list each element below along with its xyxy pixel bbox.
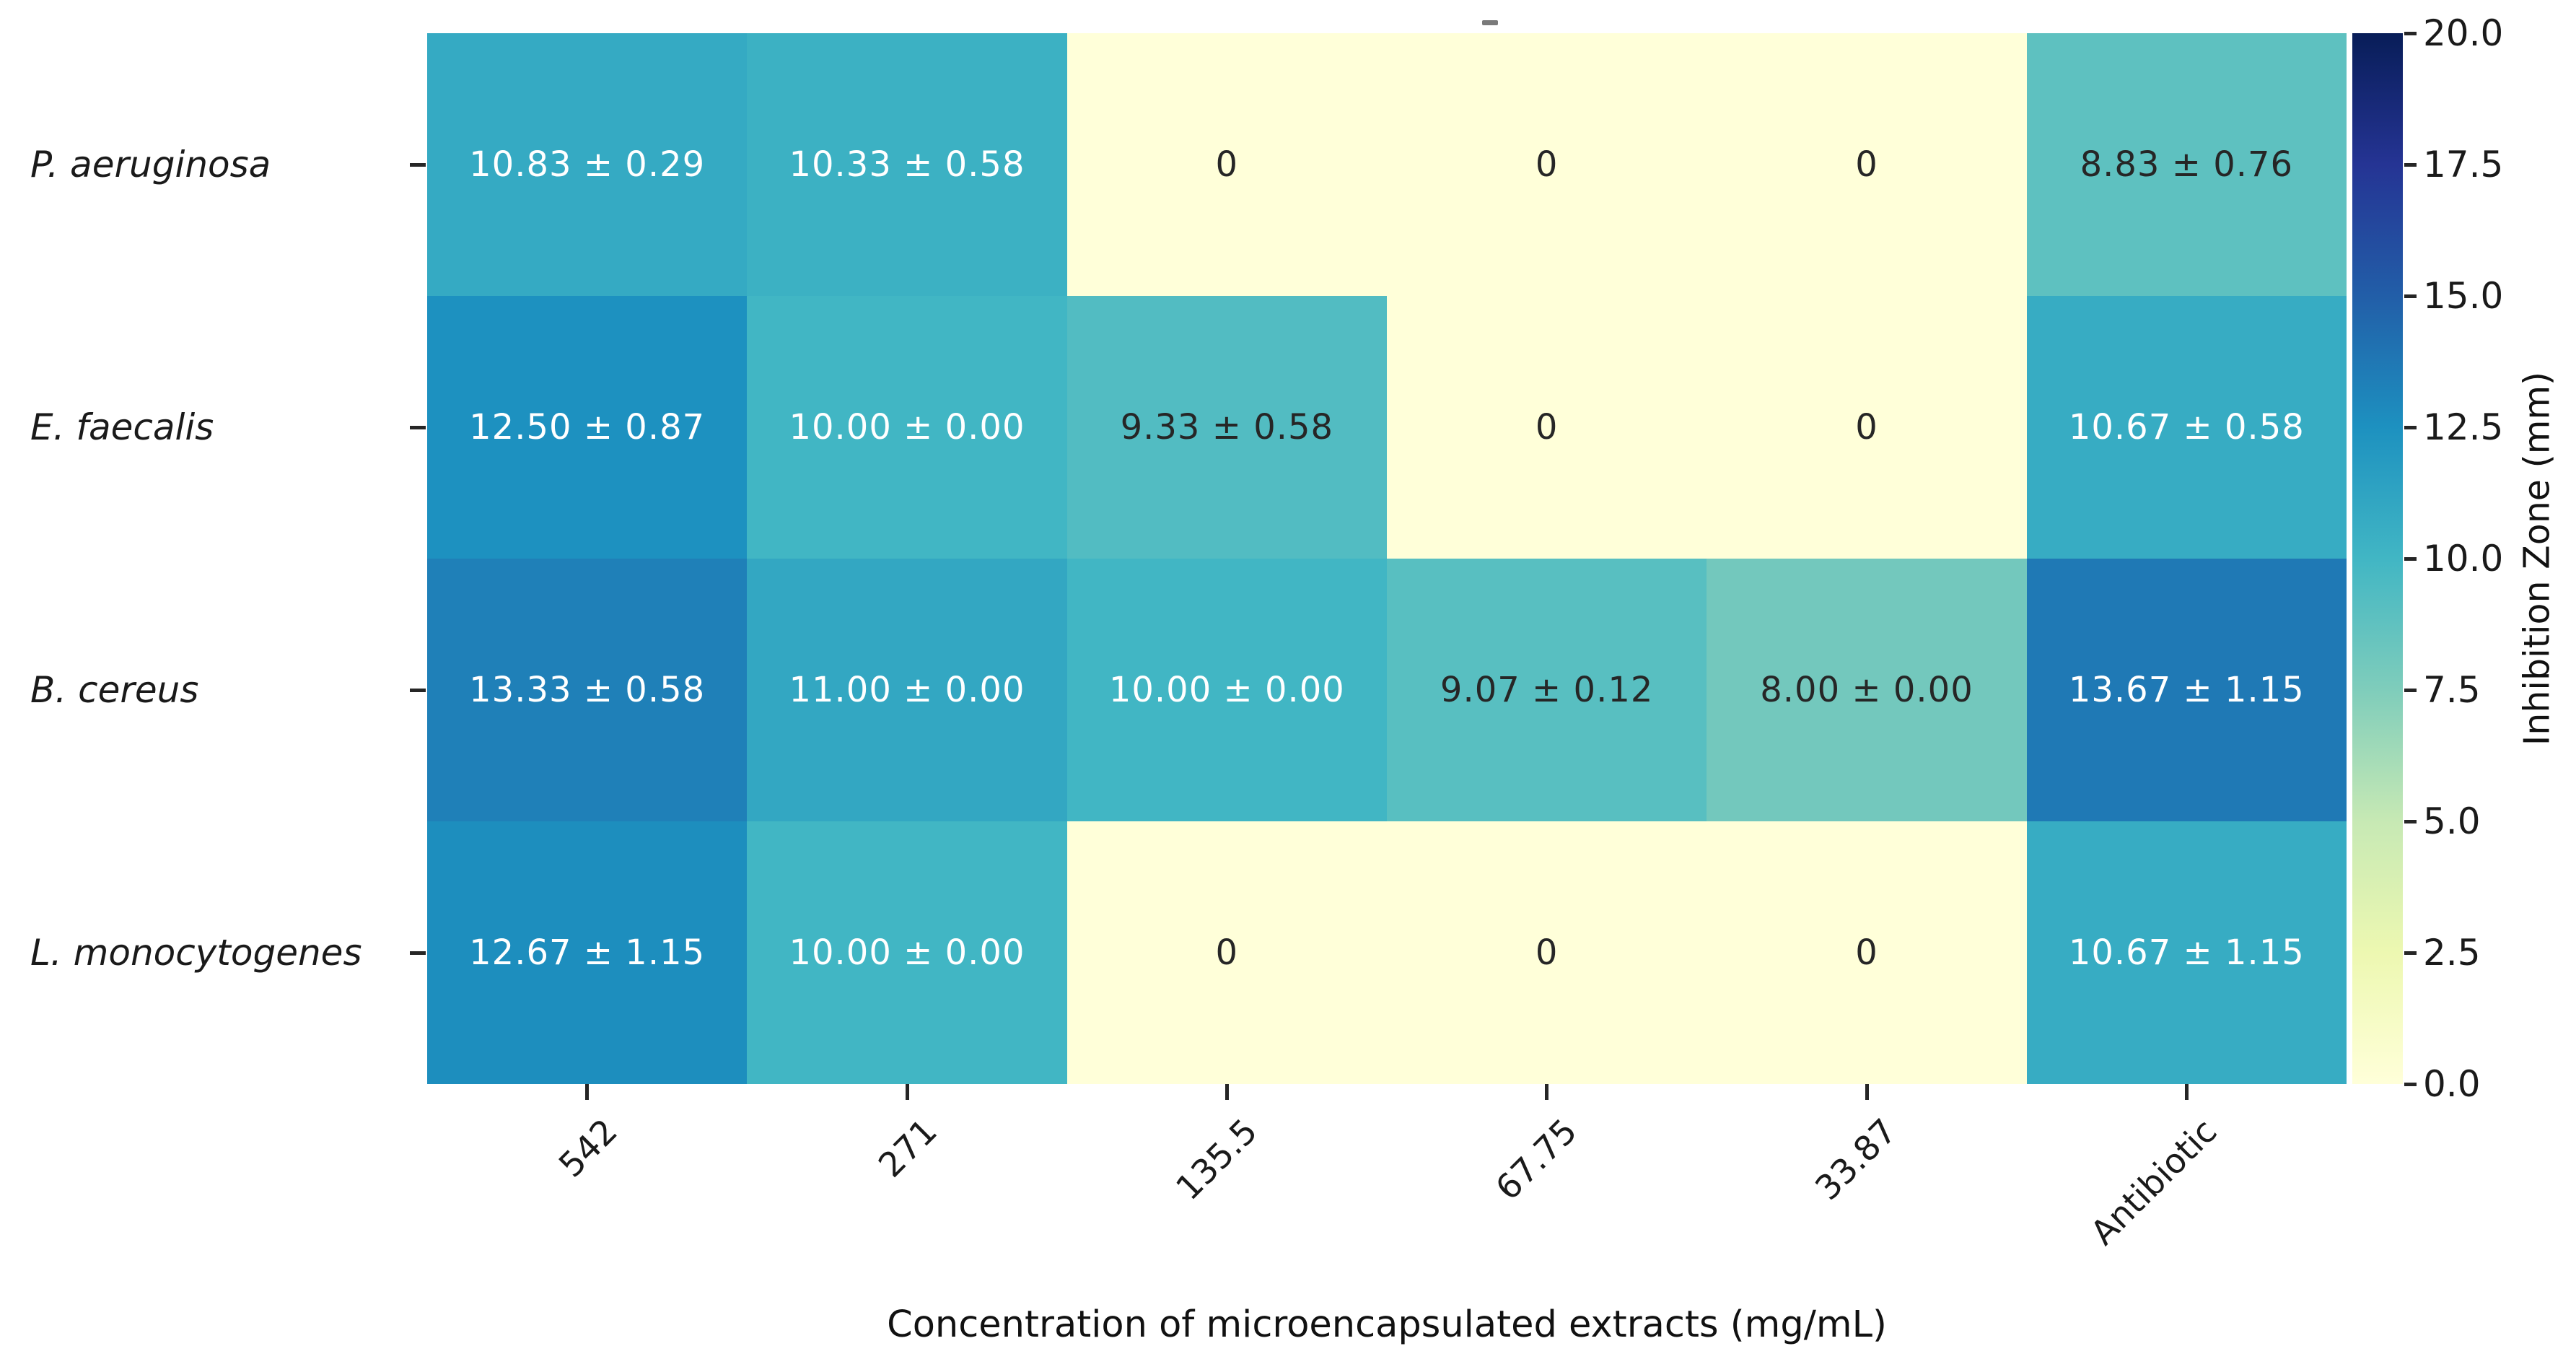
heatmap-cell: 8.00 ± 0.00 bbox=[1707, 559, 2027, 821]
heatmap-cell-value: 0 bbox=[1535, 144, 1559, 185]
heatmap-cell: 10.67 ± 1.15 bbox=[2026, 821, 2347, 1084]
x-tick-label: 33.87 bbox=[1808, 1111, 1905, 1209]
heatmap-cell: 10.67 ± 0.58 bbox=[2026, 296, 2347, 559]
y-tick-mark bbox=[410, 951, 426, 955]
y-tick-label: P. aeruginosa bbox=[30, 144, 271, 185]
colorbar-tick-mark bbox=[2404, 688, 2417, 692]
x-tick-label: 271 bbox=[871, 1111, 945, 1186]
heatmap-cell: 10.33 ± 0.58 bbox=[747, 33, 1067, 296]
heatmap-cell: 0 bbox=[1387, 821, 1707, 1084]
heatmap-cell-value: 0 bbox=[1215, 144, 1239, 185]
heatmap-cell: 12.67 ± 1.15 bbox=[427, 821, 748, 1084]
heatmap-cell: 9.33 ± 0.58 bbox=[1066, 296, 1387, 559]
heatmap-cell-value: 10.67 ± 0.58 bbox=[2068, 407, 2305, 447]
heatmap-cell: 0 bbox=[1707, 296, 2027, 559]
heatmap-cell: 0 bbox=[1066, 821, 1387, 1084]
colorbar-title: Inhibition Zone (mm) bbox=[2516, 371, 2558, 746]
heatmap-cell-value: 10.00 ± 0.00 bbox=[1108, 670, 1345, 710]
heatmap-cell: 0 bbox=[1387, 296, 1707, 559]
heatmap-cell-value: 0 bbox=[1535, 932, 1559, 973]
y-tick-mark bbox=[410, 162, 426, 167]
y-tick-mark bbox=[410, 425, 426, 429]
y-tick-mark bbox=[410, 688, 426, 692]
x-tick-mark bbox=[2184, 1084, 2189, 1100]
heatmap-cell: 0 bbox=[1707, 821, 2027, 1084]
heatmap-cell: 13.67 ± 1.15 bbox=[2026, 559, 2347, 821]
heatmap-cell-value: 10.83 ± 0.29 bbox=[469, 144, 706, 185]
colorbar-tick-mark bbox=[2404, 556, 2417, 561]
x-tick-label: Antibiotic bbox=[2083, 1111, 2225, 1254]
heatmap-cell-value: 12.50 ± 0.87 bbox=[469, 407, 706, 447]
heatmap-cell-value: 10.00 ± 0.00 bbox=[789, 407, 1025, 447]
heatmap-cell-value: 0 bbox=[1855, 407, 1878, 447]
colorbar-tick-mark bbox=[2404, 31, 2417, 35]
colorbar-tick-label: 2.5 bbox=[2423, 932, 2481, 974]
colorbar-tick-mark bbox=[2404, 951, 2417, 955]
heatmap-cell-value: 0 bbox=[1215, 932, 1239, 973]
colorbar-tick-mark bbox=[2404, 819, 2417, 823]
colorbar-tick-mark bbox=[2404, 162, 2417, 167]
heatmap-cell: 0 bbox=[1066, 33, 1387, 296]
x-tick-label: 67.75 bbox=[1488, 1111, 1585, 1209]
x-axis-title: Concentration of microencapsulated extra… bbox=[887, 1303, 1887, 1346]
heatmap-cell: 9.07 ± 0.12 bbox=[1387, 559, 1707, 821]
x-tick-label: 542 bbox=[551, 1111, 626, 1186]
heatmap-cell-value: 9.07 ± 0.12 bbox=[1440, 670, 1654, 710]
heatmap-cell-value: 10.33 ± 0.58 bbox=[789, 144, 1025, 185]
heatmap-cell-value: 13.33 ± 0.58 bbox=[469, 670, 706, 710]
y-tick-label: L. monocytogenes bbox=[30, 932, 362, 974]
heatmap-cell-value: 8.00 ± 0.00 bbox=[1760, 670, 1973, 710]
heatmap-cell-value: 10.67 ± 1.15 bbox=[2068, 932, 2305, 973]
colorbar-tick-label: 20.0 bbox=[2423, 12, 2504, 54]
colorbar-gradient bbox=[2352, 33, 2403, 1084]
heatmap-cell: 10.00 ± 0.00 bbox=[747, 296, 1067, 559]
heatmap-cell-value: 0 bbox=[1535, 407, 1559, 447]
stray-mark bbox=[1482, 20, 1498, 25]
x-tick-mark bbox=[905, 1084, 909, 1100]
colorbar-tick-mark bbox=[2404, 1082, 2417, 1086]
x-tick-label: 135.5 bbox=[1168, 1111, 1266, 1209]
heatmap-cell-value: 0 bbox=[1855, 144, 1878, 185]
heatmap-cell: 12.50 ± 0.87 bbox=[427, 296, 748, 559]
x-tick-mark bbox=[1865, 1084, 1869, 1100]
heatmap-cell-value: 13.67 ± 1.15 bbox=[2068, 670, 2305, 710]
x-tick-mark bbox=[1225, 1084, 1229, 1100]
colorbar-tick-mark bbox=[2404, 294, 2417, 298]
colorbar-tick-label: 7.5 bbox=[2423, 669, 2481, 711]
colorbar-tick-label: 10.0 bbox=[2423, 538, 2504, 580]
colorbar-tick-mark bbox=[2404, 425, 2417, 429]
y-tick-label: B. cereus bbox=[30, 669, 199, 711]
heatmap-cell: 0 bbox=[1707, 33, 2027, 296]
y-tick-label: E. faecalis bbox=[30, 406, 214, 448]
heatmap-cell: 0 bbox=[1387, 33, 1707, 296]
heatmap-plot-area: 10.83 ± 0.29 10.33 ± 0.58 0 0 0 8.83 ± 0.76 12… bbox=[427, 33, 2347, 1084]
x-tick-mark bbox=[1545, 1084, 1549, 1100]
heatmap-cell-value: 9.33 ± 0.58 bbox=[1120, 407, 1334, 447]
x-tick-mark bbox=[585, 1084, 590, 1100]
heatmap-cell-value: 0 bbox=[1855, 932, 1878, 973]
colorbar-tick-label: 15.0 bbox=[2423, 275, 2504, 317]
heatmap-cell-value: 11.00 ± 0.00 bbox=[789, 670, 1025, 710]
heatmap-cell-value: 8.83 ± 0.76 bbox=[2080, 144, 2294, 185]
heatmap-cell: 10.83 ± 0.29 bbox=[427, 33, 748, 296]
heatmap-cell-value: 12.67 ± 1.15 bbox=[469, 932, 706, 973]
heatmap-cell-value: 10.00 ± 0.00 bbox=[789, 932, 1025, 973]
heatmap-cell: 10.00 ± 0.00 bbox=[1066, 559, 1387, 821]
heatmap-cell: 10.00 ± 0.00 bbox=[747, 821, 1067, 1084]
colorbar-tick-label: 12.5 bbox=[2423, 406, 2504, 448]
heatmap-cell: 8.83 ± 0.76 bbox=[2026, 33, 2347, 296]
colorbar-tick-label: 17.5 bbox=[2423, 144, 2504, 185]
heatmap-cell: 13.33 ± 0.58 bbox=[427, 559, 748, 821]
colorbar-tick-label: 0.0 bbox=[2423, 1063, 2481, 1105]
heatmap-cell: 11.00 ± 0.00 bbox=[747, 559, 1067, 821]
colorbar-tick-label: 5.0 bbox=[2423, 800, 2481, 842]
